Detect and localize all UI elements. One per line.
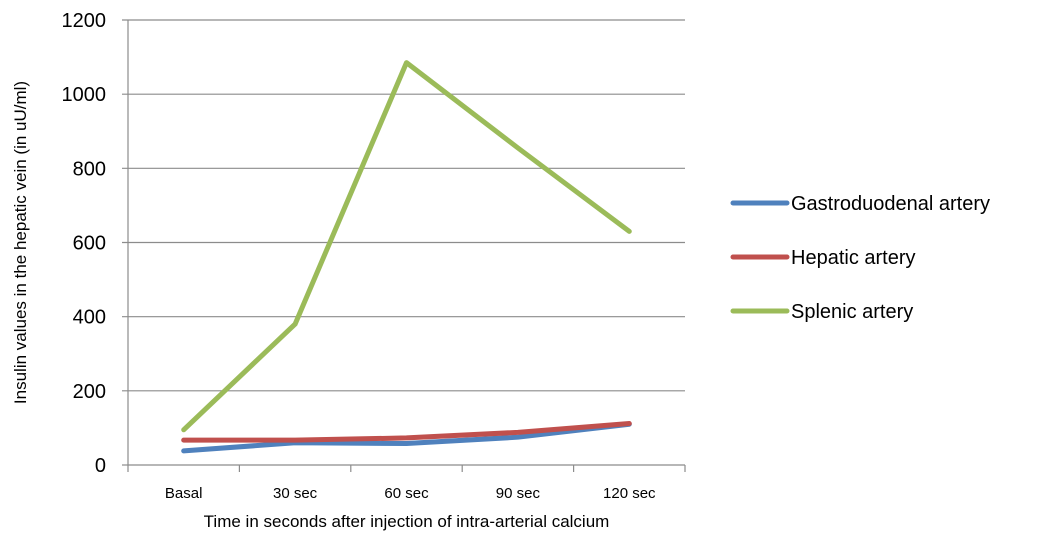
legend: Gastroduodenal artery Hepatic artery Splen… bbox=[730, 193, 990, 323]
y-tick-label: 800 bbox=[73, 158, 106, 180]
x-tick-labels: Basal 30 sec 60 sec 90 sec 120 sec bbox=[165, 485, 656, 502]
y-tick-label: 400 bbox=[73, 307, 106, 329]
y-tick-label: 1000 bbox=[62, 84, 107, 106]
x-tick-label: 90 sec bbox=[496, 485, 541, 502]
legend-label: Gastroduodenal artery bbox=[791, 193, 990, 215]
gridlines bbox=[122, 19, 686, 472]
legend-label: Splenic artery bbox=[791, 301, 913, 323]
y-tick-label: 600 bbox=[73, 233, 106, 255]
legend-label: Hepatic artery bbox=[791, 247, 916, 269]
axes bbox=[127, 20, 685, 466]
series-lines bbox=[181, 60, 632, 454]
y-axis-title: Insulin values in the hepatic vein (in u… bbox=[11, 81, 30, 404]
x-tick-label: Basal bbox=[165, 485, 203, 502]
series-line-splenic-artery bbox=[181, 60, 632, 433]
y-tick-labels: 0 200 400 600 800 1000 1200 bbox=[62, 10, 107, 477]
y-tick-label: 1200 bbox=[62, 10, 107, 32]
series-line-gastroduodenal-artery bbox=[181, 421, 632, 454]
y-tick-label: 200 bbox=[73, 381, 106, 403]
x-tick-label: 60 sec bbox=[384, 485, 429, 502]
x-tick-label: 120 sec bbox=[603, 485, 656, 502]
series-line-hepatic-artery bbox=[181, 420, 632, 443]
x-tick-label: 30 sec bbox=[273, 485, 318, 502]
x-axis-title: Time in seconds after injection of intra… bbox=[204, 512, 610, 531]
y-tick-label: 0 bbox=[95, 455, 106, 477]
